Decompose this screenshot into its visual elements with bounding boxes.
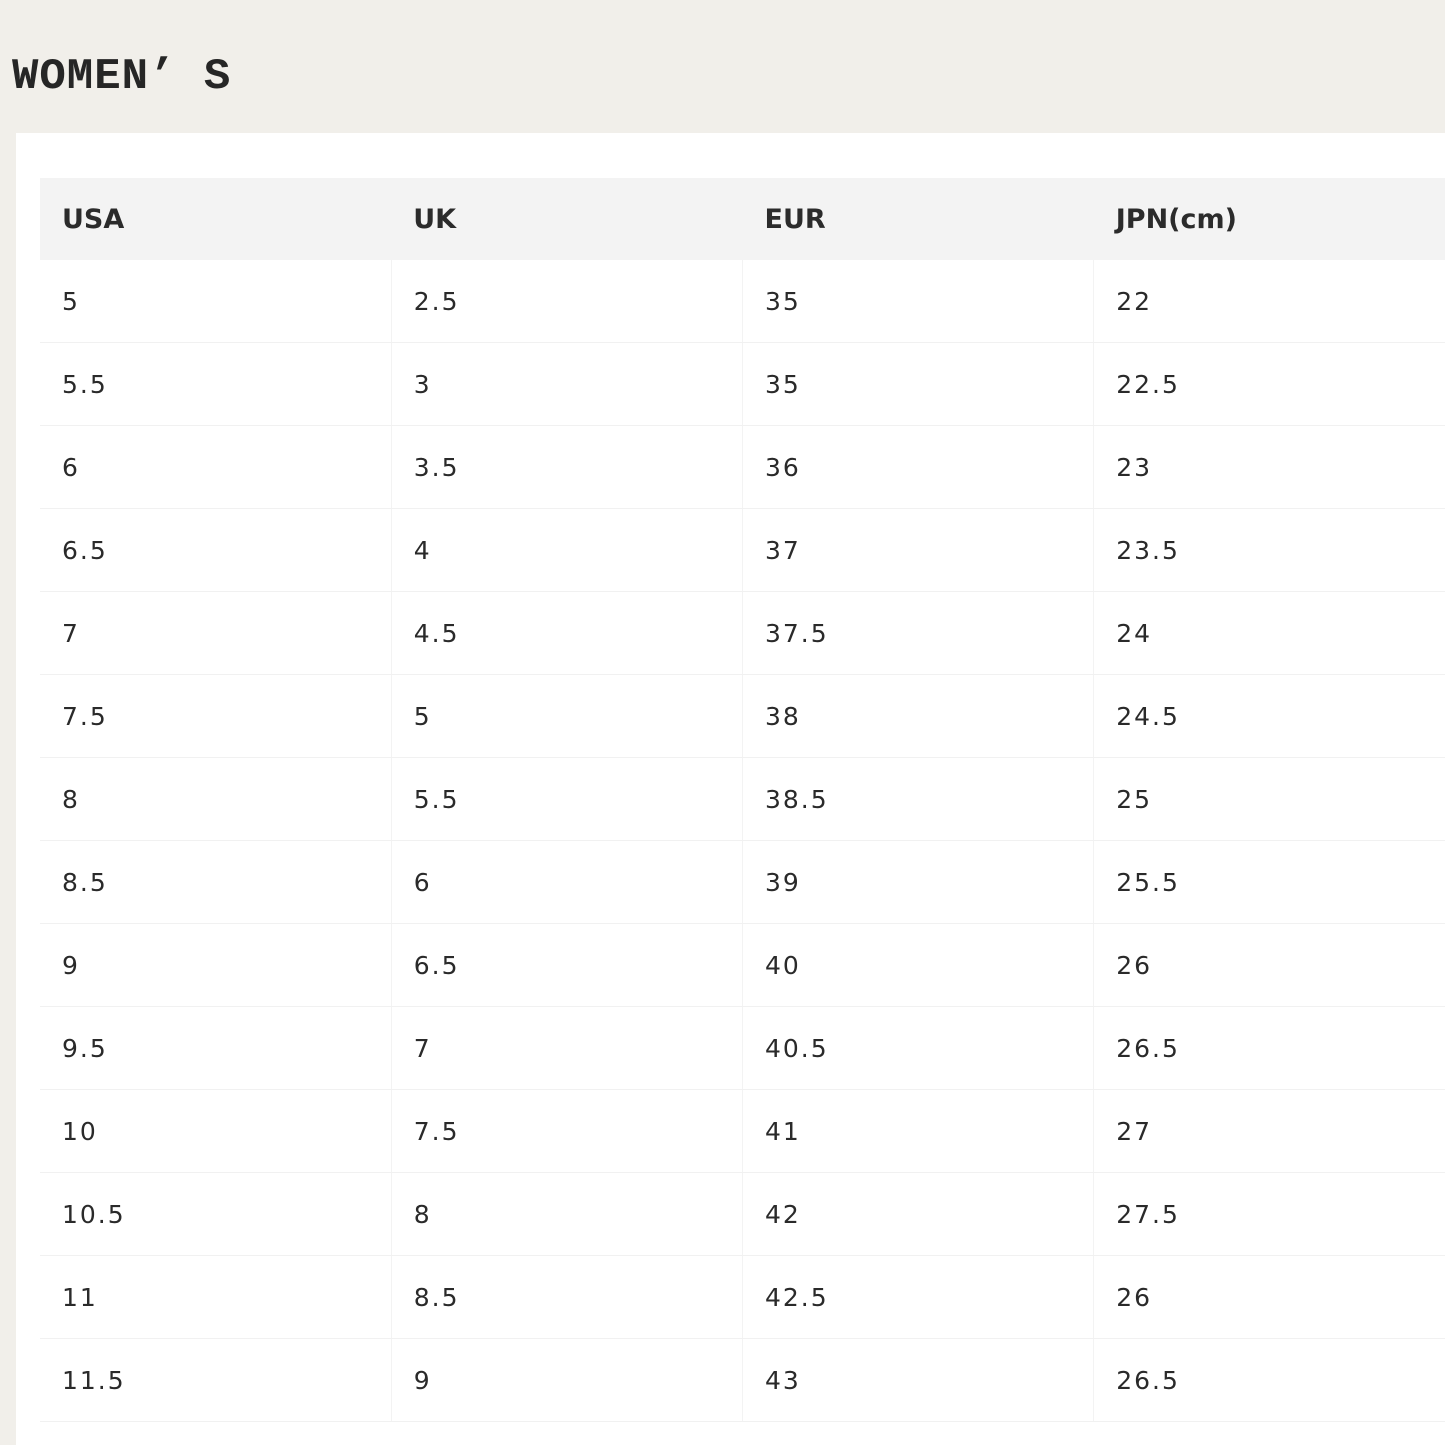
table-header-row: USA UK EUR JPN(cm): [40, 178, 1445, 260]
cell-eur: 38.5: [741, 757, 1094, 841]
cell-jpn: 26.5: [1093, 1338, 1445, 1422]
cell-uk: 7: [390, 1006, 743, 1090]
cell-uk: 3.5: [390, 425, 743, 509]
column-header-uk: UK: [391, 178, 743, 260]
cell-uk: 9: [390, 1338, 743, 1422]
cell-eur: 42.5: [741, 1255, 1094, 1339]
cell-usa: 11.5: [40, 1338, 392, 1422]
cell-uk: 4: [390, 508, 743, 592]
cell-uk: 7.5: [390, 1089, 743, 1173]
cell-uk: 6.5: [390, 923, 743, 1007]
cell-eur: 41: [741, 1089, 1094, 1173]
cell-jpn: 24.5: [1093, 674, 1445, 758]
cell-usa: 11: [40, 1255, 392, 1339]
cell-uk: 5: [390, 674, 743, 758]
cell-usa: 7.5: [40, 674, 392, 758]
cell-usa: 6: [40, 425, 392, 509]
cell-jpn: 23: [1093, 425, 1445, 509]
cell-jpn: 26.5: [1093, 1006, 1445, 1090]
cell-jpn: 26: [1093, 1255, 1445, 1339]
column-header-usa: USA: [40, 178, 392, 260]
column-header-jpn: JPN(cm): [1093, 178, 1445, 260]
table-row: 11 8.5 42.5 26: [40, 1255, 1445, 1339]
cell-usa: 6.5: [40, 508, 392, 592]
cell-eur: 35: [741, 342, 1094, 426]
cell-eur: 37.5: [741, 591, 1094, 675]
table-row: 10.5 8 42 27.5: [40, 1172, 1445, 1256]
cell-uk: 5.5: [390, 757, 743, 841]
table-row: 5 2.5 35 22: [40, 260, 1445, 343]
cell-uk: 6: [390, 840, 743, 924]
cell-usa: 7: [40, 591, 392, 675]
cell-jpn: 26: [1093, 923, 1445, 1007]
cell-eur: 40: [741, 923, 1094, 1007]
cell-usa: 9.5: [40, 1006, 392, 1090]
size-chart-table: USA UK EUR JPN(cm) 5 2.5 35 22 5.5 3 35 22.5 6 3.…: [40, 178, 1445, 1422]
cell-jpn: 27.5: [1093, 1172, 1445, 1256]
cell-usa: 10: [40, 1089, 392, 1173]
cell-uk: 4.5: [390, 591, 743, 675]
cell-usa: 8.5: [40, 840, 392, 924]
table-row: 8 5.5 38.5 25: [40, 757, 1445, 841]
cell-eur: 35: [741, 260, 1094, 343]
cell-usa: 10.5: [40, 1172, 392, 1256]
cell-usa: 5: [40, 260, 392, 343]
table-row: 6.5 4 37 23.5: [40, 508, 1445, 592]
cell-jpn: 25.5: [1093, 840, 1445, 924]
cell-usa: 8: [40, 757, 392, 841]
cell-usa: 9: [40, 923, 392, 1007]
cell-eur: 37: [741, 508, 1094, 592]
cell-jpn: 22.5: [1093, 342, 1445, 426]
cell-uk: 8: [390, 1172, 743, 1256]
table-row: 8.5 6 39 25.5: [40, 840, 1445, 924]
cell-eur: 38: [741, 674, 1094, 758]
table-row: 7 4.5 37.5 24: [40, 591, 1445, 675]
cell-jpn: 24: [1093, 591, 1445, 675]
table-row: 5.5 3 35 22.5: [40, 342, 1445, 426]
cell-uk: 2.5: [390, 260, 743, 343]
table-row: 9.5 7 40.5 26.5: [40, 1006, 1445, 1090]
cell-usa: 5.5: [40, 342, 392, 426]
cell-eur: 36: [741, 425, 1094, 509]
cell-jpn: 22: [1093, 260, 1445, 343]
cell-eur: 39: [741, 840, 1094, 924]
column-header-eur: EUR: [742, 178, 1094, 260]
cell-jpn: 27: [1093, 1089, 1445, 1173]
table-row: 10 7.5 41 27: [40, 1089, 1445, 1173]
cell-eur: 43: [741, 1338, 1094, 1422]
table-row: 9 6.5 40 26: [40, 923, 1445, 1007]
cell-eur: 40.5: [741, 1006, 1094, 1090]
table-row: 6 3.5 36 23: [40, 425, 1445, 509]
cell-eur: 42: [741, 1172, 1094, 1256]
cell-uk: 8.5: [390, 1255, 743, 1339]
table-row: 7.5 5 38 24.5: [40, 674, 1445, 758]
cell-uk: 3: [390, 342, 743, 426]
table-row: 11.5 9 43 26.5: [40, 1338, 1445, 1422]
cell-jpn: 25: [1093, 757, 1445, 841]
page-title: WOMEN’ S: [12, 52, 232, 102]
cell-jpn: 23.5: [1093, 508, 1445, 592]
